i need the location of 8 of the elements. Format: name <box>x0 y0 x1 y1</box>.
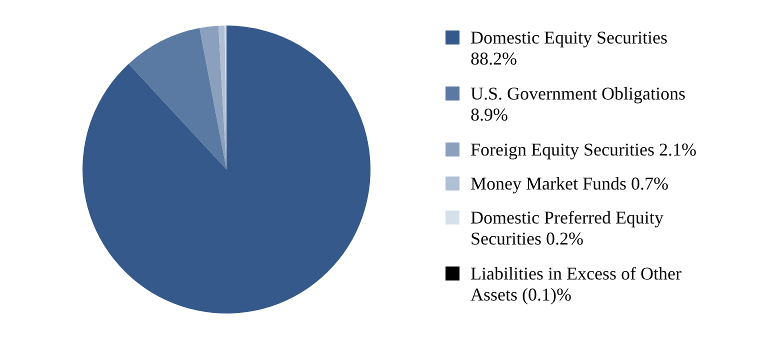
data-label: 88.2% <box>470 48 517 68</box>
data-label: 8.9% <box>470 104 508 124</box>
legend-label: Domestic Preferred Equity Securities 0.2% <box>470 208 664 248</box>
legend-label: Money Market Funds 0.7% <box>470 174 668 194</box>
legend-label: Liabilities in Excess of Other Assets (0.1)% <box>470 264 682 304</box>
legend-label: Foreign Equity Securities 2.1% <box>470 140 696 160</box>
legend-label: Domestic Equity Securities <box>470 28 668 48</box>
legend-label: U.S. Government Obligations <box>470 84 686 104</box>
